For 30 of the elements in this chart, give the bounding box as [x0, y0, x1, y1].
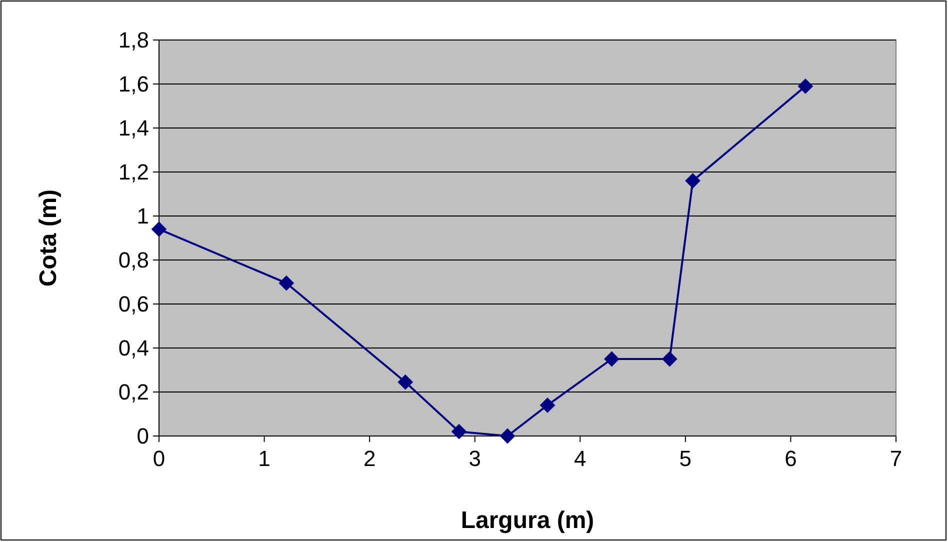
point [662, 352, 678, 366]
point [152, 222, 166, 237]
x-tick-label: 0 [152, 446, 166, 471]
point [685, 173, 700, 188]
x-tick-label: 5 [679, 446, 692, 471]
y-tick-label: 0,8 [118, 248, 149, 273]
point [540, 398, 555, 413]
y-tick-label: 1,8 [118, 28, 149, 53]
point [452, 424, 467, 440]
x-tick-label: 2 [363, 446, 376, 471]
y-tick-label: 0 [136, 424, 149, 449]
y-tick-label: 1 [136, 204, 149, 229]
y-tick-label: 1,4 [118, 116, 149, 141]
point [398, 374, 413, 390]
y-tick-label: 0,2 [118, 380, 149, 405]
y-tick-label: 1,2 [118, 160, 149, 185]
y-axis-title: Cota (m) [35, 189, 62, 287]
x-tick-label: 6 [784, 446, 797, 471]
x-tick-label: 7 [890, 446, 902, 471]
point [278, 276, 294, 291]
point [604, 352, 620, 366]
y-tick-label: 0,6 [118, 292, 149, 317]
x-tick-label: 1 [258, 446, 270, 471]
y-tick-label: 1,6 [118, 72, 149, 97]
x-axis-title: Largura (m) [460, 507, 594, 534]
point [500, 428, 515, 444]
y-tick-label: 0,4 [118, 336, 149, 361]
x-tick-label: 3 [468, 446, 481, 471]
x-tick-label: 4 [574, 446, 586, 471]
point [798, 78, 813, 94]
